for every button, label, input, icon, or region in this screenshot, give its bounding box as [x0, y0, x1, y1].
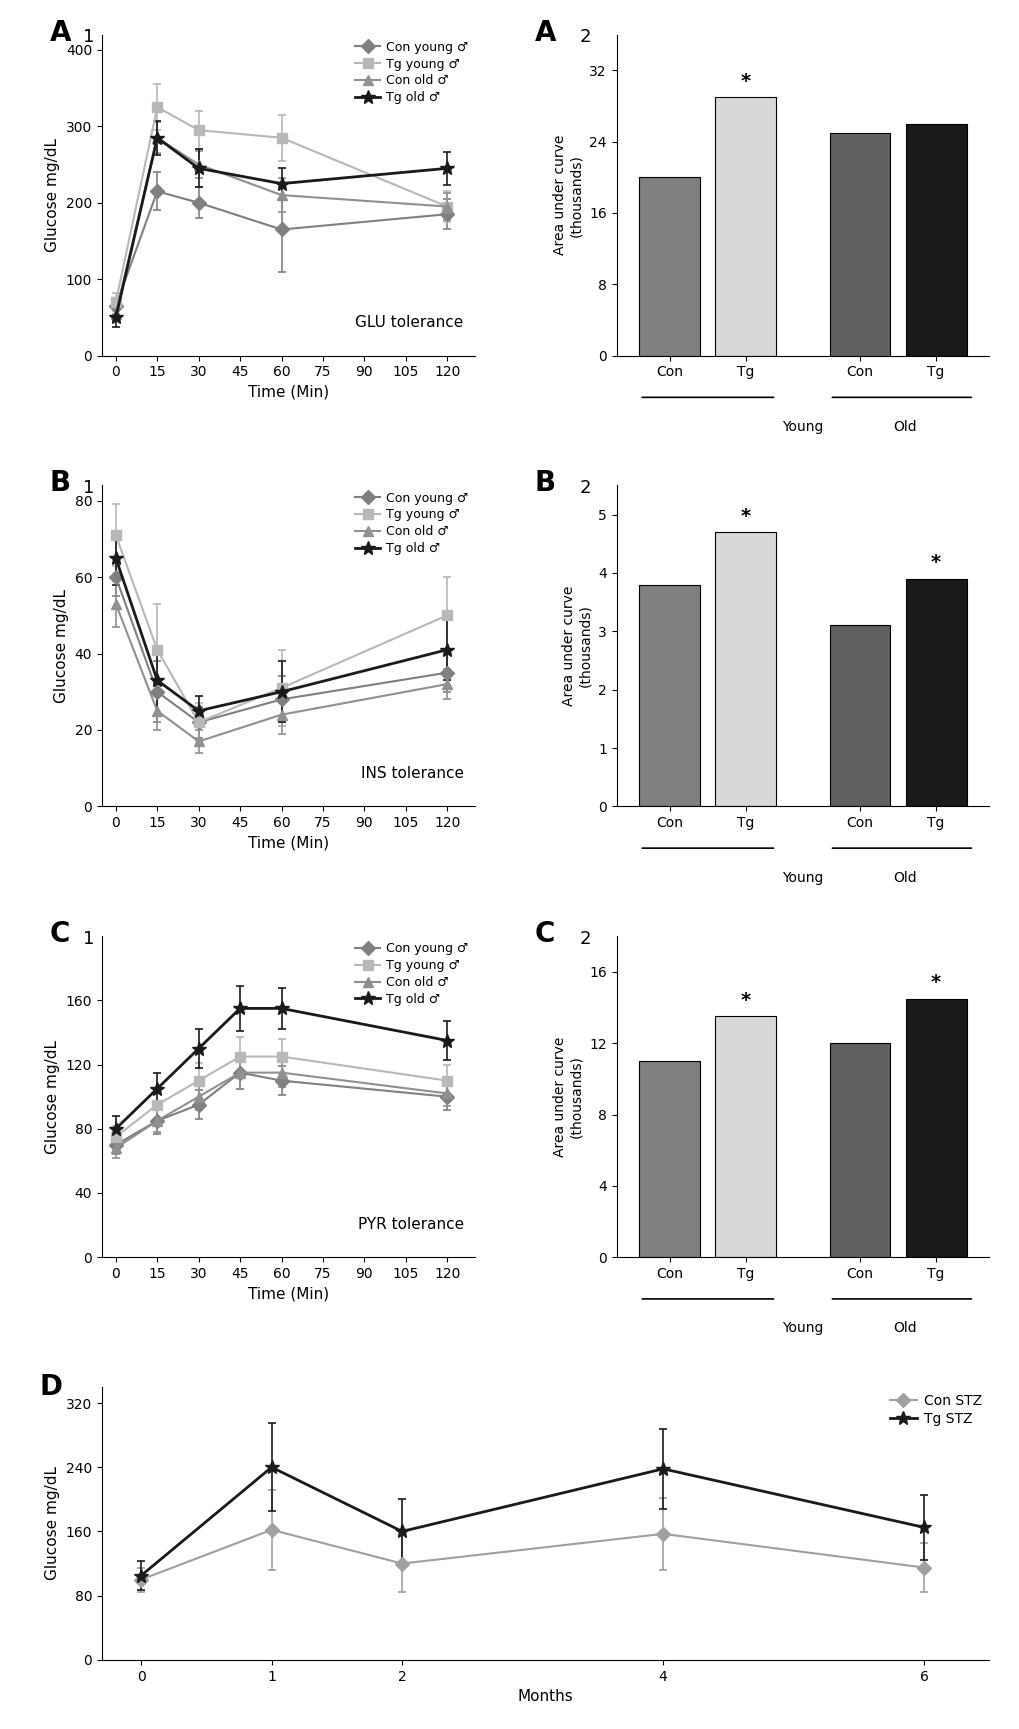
Text: 2: 2 — [579, 479, 590, 496]
Y-axis label: Area under curve
(thousands): Area under curve (thousands) — [552, 1036, 583, 1157]
Y-axis label: Area under curve
(thousands): Area under curve (thousands) — [561, 586, 592, 705]
Text: A: A — [534, 19, 555, 47]
Y-axis label: Glucose mg/dL: Glucose mg/dL — [45, 138, 60, 252]
Text: Young: Young — [782, 1321, 823, 1335]
Text: *: * — [930, 553, 941, 572]
Bar — [828, 133, 890, 356]
Y-axis label: Glucose mg/dL: Glucose mg/dL — [45, 1466, 60, 1580]
Text: 1: 1 — [84, 28, 95, 47]
Y-axis label: Glucose mg/dL: Glucose mg/dL — [54, 590, 69, 704]
Text: C: C — [534, 920, 554, 947]
Bar — [714, 533, 775, 806]
Text: *: * — [740, 71, 750, 90]
Y-axis label: Glucose mg/dL: Glucose mg/dL — [45, 1039, 60, 1153]
X-axis label: Time (Min): Time (Min) — [248, 1286, 329, 1302]
Text: B: B — [50, 469, 71, 498]
Text: *: * — [930, 973, 941, 992]
X-axis label: Months: Months — [518, 1689, 573, 1705]
Bar — [828, 626, 890, 806]
Text: INS tolerance: INS tolerance — [361, 766, 464, 782]
Bar — [905, 579, 966, 806]
Text: 1: 1 — [84, 479, 95, 496]
Bar — [714, 97, 775, 356]
Bar — [828, 1043, 890, 1257]
Text: C: C — [50, 920, 70, 947]
Text: Old: Old — [893, 420, 916, 434]
Legend: Con young ♂, Tg young ♂, Con old ♂, Tg old ♂: Con young ♂, Tg young ♂, Con old ♂, Tg o… — [355, 942, 468, 1006]
Text: Young: Young — [782, 871, 823, 885]
Y-axis label: Area under curve
(thousands): Area under curve (thousands) — [552, 135, 583, 256]
Text: 1: 1 — [84, 930, 95, 947]
Text: D: D — [40, 1373, 63, 1400]
Text: B: B — [534, 469, 555, 498]
Text: GLU tolerance: GLU tolerance — [355, 315, 464, 330]
Text: 2: 2 — [579, 28, 590, 47]
Legend: Con STZ, Tg STZ: Con STZ, Tg STZ — [889, 1394, 981, 1426]
Bar — [905, 999, 966, 1257]
Bar — [639, 584, 700, 806]
Bar — [905, 124, 966, 356]
Bar — [639, 178, 700, 356]
Text: Old: Old — [893, 871, 916, 885]
Text: Old: Old — [893, 1321, 916, 1335]
X-axis label: Time (Min): Time (Min) — [248, 386, 329, 399]
Bar — [714, 1017, 775, 1257]
Legend: Con young ♂, Tg young ♂, Con old ♂, Tg old ♂: Con young ♂, Tg young ♂, Con old ♂, Tg o… — [355, 41, 468, 104]
Text: A: A — [50, 19, 71, 47]
Text: PYR tolerance: PYR tolerance — [358, 1217, 464, 1231]
Text: *: * — [740, 507, 750, 526]
X-axis label: Time (Min): Time (Min) — [248, 835, 329, 851]
Text: *: * — [740, 991, 750, 1010]
Text: Young: Young — [782, 420, 823, 434]
Text: 2: 2 — [579, 930, 590, 947]
Bar — [639, 1062, 700, 1257]
Legend: Con young ♂, Tg young ♂, Con old ♂, Tg old ♂: Con young ♂, Tg young ♂, Con old ♂, Tg o… — [355, 491, 468, 555]
